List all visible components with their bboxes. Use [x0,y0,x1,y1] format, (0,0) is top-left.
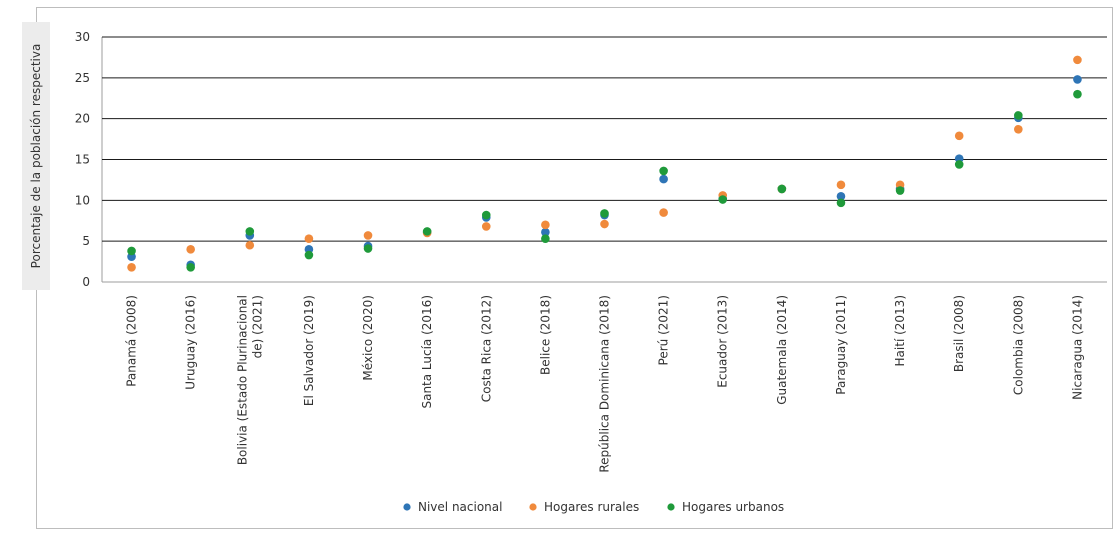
data-point-hogares-urbanos [777,184,787,194]
grid-lines [101,36,1107,283]
x-tick-label-line: Perú (2021) [657,295,671,365]
y-tick-label: 15 [75,153,90,167]
data-point-nivel-nacional [836,191,846,201]
data-point-hogares-urbanos [422,227,432,236]
x-tick-label-line: República Dominicana (2018) [598,295,612,473]
data-point-hogares-rurales [127,263,136,272]
data-point-hogares-urbanos [1073,89,1082,99]
x-tick-label-line: Belice (2018) [538,295,552,375]
x-tick-label: Haití (2013) [893,295,907,366]
data-point-hogares-urbanos [718,195,728,204]
legend-label: Hogares urbanos [682,500,784,514]
data-point-hogares-urbanos [304,250,314,260]
x-tick-label-line: Ecuador (2013) [716,295,730,388]
y-tick-label: 20 [75,112,90,126]
x-tick-label: República Dominicana (2018) [598,295,612,473]
x-tick-label-line: Guatemala (2014) [775,295,789,405]
x-tick-label: Santa Lucía (2016) [420,295,434,409]
x-tick-label: Brasil (2008) [952,295,966,372]
x-tick-label: Perú (2021) [657,295,671,365]
x-tick-label: Ecuador (2013) [716,295,730,388]
legend-marker [403,503,411,511]
x-tick-label-line: Uruguay (2016) [184,295,198,390]
data-point-hogares-rurales [1014,124,1023,134]
x-tick-label-line: Brasil (2008) [952,295,966,372]
data-point-hogares-urbanos [363,244,373,253]
x-tick-label: Nicaragua (2014) [1070,295,1084,400]
data-point-hogares-urbanos [481,210,491,220]
legend: Nivel nacional Hogares rurales Hogares urb… [403,500,784,514]
x-tick-label-line: México (2020) [361,295,375,381]
data-point-hogares-rurales [245,240,255,250]
data-point-nivel-nacional [541,227,550,237]
data-point-hogares-rurales [600,219,609,229]
data-point-hogares-rurales [481,222,491,231]
data-point-hogares-rurales [659,208,668,217]
x-tick-label: Bolivia (Estado Plurinacional de) (2021) [235,295,264,465]
y-tick-label: 25 [75,71,90,85]
y-tick-labels: 0 5 10 15 20 25 30 [75,30,90,289]
x-tick-label: Costa Rica (2012) [479,295,493,402]
x-tick-labels: Panamá (2008) Uruguay (2016) Bolivia (Esta… [125,295,1085,473]
data-point-hogares-urbanos [127,246,136,256]
x-tick-label: Panamá (2008) [125,295,139,387]
data-point-hogares-urbanos [600,209,609,218]
x-tick-label: Uruguay (2016) [184,295,198,390]
legend-marker [529,503,537,511]
data-point-hogares-rurales [363,231,373,240]
x-tick-label-line: Bolivia (Estado Plurinacional [235,295,249,465]
legend-label: Hogares rurales [544,500,639,514]
x-tick-label-line: Paraguay (2011) [834,295,848,395]
data-point-hogares-urbanos [245,227,255,236]
data-point-hogares-urbanos [1014,111,1023,120]
data-point-hogares-urbanos [836,198,846,208]
legend-label: Nivel nacional [418,500,502,514]
x-tick-label: México (2020) [361,295,375,381]
data-point-hogares-rurales [1073,55,1082,65]
y-tick-label: 10 [75,193,90,207]
x-tick-label: Guatemala (2014) [775,295,789,405]
x-tick-label-line: Costa Rica (2012) [479,295,493,402]
x-tick-label: Colombia (2008) [1011,295,1025,395]
data-point-hogares-rurales [954,131,964,141]
data-point-hogares-rurales [186,245,195,254]
data-point-hogares-urbanos [954,160,964,169]
x-tick-label-line: Panamá (2008) [125,295,139,387]
x-tick-label-line: Santa Lucía (2016) [420,295,434,409]
legend-marker [667,503,675,511]
y-tick-label: 30 [75,30,90,44]
y-axis-label-background [22,22,50,290]
x-tick-label-line: El Salvador (2019) [302,295,316,406]
x-tick-label-line: Haití (2013) [893,295,907,366]
data-point-hogares-urbanos [186,263,195,272]
data-point-nivel-nacional [659,174,668,184]
y-tick-label: 5 [82,234,90,248]
x-tick-label-line: Nicaragua (2014) [1070,295,1084,400]
x-tick-label-line: Colombia (2008) [1011,295,1025,395]
x-tick-label-line: de) (2021) [250,295,264,358]
y-tick-label: 0 [82,275,90,289]
data-point-hogares-urbanos [541,234,550,244]
x-tick-label: El Salvador (2019) [302,295,316,406]
data-point-hogares-rurales [836,180,846,190]
data-point-hogares-urbanos [659,166,668,176]
data-point-nivel-nacional [1073,75,1082,84]
data-points [127,55,1082,272]
data-point-hogares-rurales [304,234,314,244]
x-tick-label: Paraguay (2011) [834,295,848,395]
data-point-hogares-rurales [541,220,550,230]
data-point-hogares-urbanos [895,186,905,195]
x-tick-label: Belice (2018) [538,295,552,375]
